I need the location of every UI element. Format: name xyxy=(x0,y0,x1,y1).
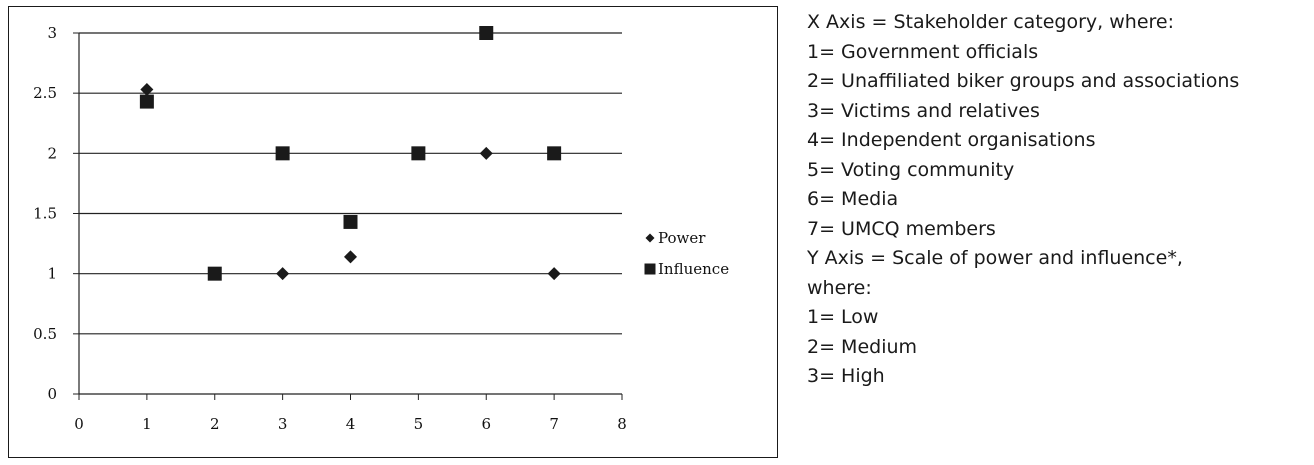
influence-point xyxy=(547,146,562,161)
influence-point xyxy=(139,94,154,109)
influence-point xyxy=(275,146,290,161)
y-tick-label: 2.5 xyxy=(33,84,57,102)
x-tick-label: 2 xyxy=(210,415,220,433)
x-tick-label: 6 xyxy=(481,415,491,433)
description-line: 1= Government officials xyxy=(807,40,1039,63)
power-point xyxy=(547,267,561,281)
x-tick-label: 8 xyxy=(617,415,627,433)
y-tick-label: 1.5 xyxy=(33,205,57,223)
influence-point xyxy=(343,214,358,229)
description-line: 1= Low xyxy=(807,306,879,328)
y-tick-label: 1 xyxy=(47,265,57,283)
axis-description: X Axis = Stakeholder category, where: 1=… xyxy=(807,8,1312,392)
chart-frame: 0 0.5 1 1.5 2 2.5 3 0 1 2 3 4 5 6 7 8 Power Influence xyxy=(8,6,778,458)
description-line: 4= Independent organisations xyxy=(807,129,1096,151)
y-tick-label: 0.5 xyxy=(33,325,57,343)
description-line: 3= High xyxy=(807,365,885,387)
influence-legend-icon xyxy=(644,263,656,275)
power-legend-icon xyxy=(645,233,655,243)
description-line: 3= Victims and relatives xyxy=(807,99,1040,122)
axes xyxy=(73,32,623,400)
description-line: 2= Unaffiliated biker groups and associa… xyxy=(807,70,1240,92)
power-legend-label: Power xyxy=(658,229,706,247)
description-line: where: xyxy=(807,276,872,299)
x-tick-label: 5 xyxy=(414,415,424,433)
power-point xyxy=(344,250,357,264)
legend: Power Influence xyxy=(644,229,729,278)
x-tick-label: 0 xyxy=(74,415,84,433)
x-tick-label: 3 xyxy=(278,415,288,433)
y-tick-label: 3 xyxy=(47,24,57,42)
description-line: 2= Medium xyxy=(807,335,918,358)
y-tick-label: 0 xyxy=(47,385,57,403)
description-line: 5= Voting community xyxy=(807,158,1015,181)
power-point xyxy=(140,83,154,97)
scatter-chart: 0 0.5 1 1.5 2 2.5 3 0 1 2 3 4 5 6 7 8 Power Influence xyxy=(33,24,729,433)
power-point xyxy=(276,267,290,281)
influence-point xyxy=(411,146,426,161)
tick-labels: 0 0.5 1 1.5 2 2.5 3 0 1 2 3 4 5 6 7 8 xyxy=(33,24,627,433)
description-line: Y Axis = Scale of power and influence*, xyxy=(807,247,1183,269)
x-tick-label: 4 xyxy=(346,415,356,433)
gridlines xyxy=(79,32,622,335)
data-marks xyxy=(139,26,562,281)
y-tick-label: 2 xyxy=(47,144,57,162)
description-line: 6= Media xyxy=(807,188,899,210)
description-line: 7= UMCQ members xyxy=(807,217,996,240)
power-point xyxy=(479,146,493,160)
influence-point xyxy=(479,26,494,40)
x-tick-label: 7 xyxy=(549,415,559,433)
influence-point xyxy=(207,266,222,281)
influence-legend-label: Influence xyxy=(658,260,729,278)
description-line: X Axis = Stakeholder category, where: xyxy=(807,11,1174,33)
x-tick-label: 1 xyxy=(142,415,152,433)
